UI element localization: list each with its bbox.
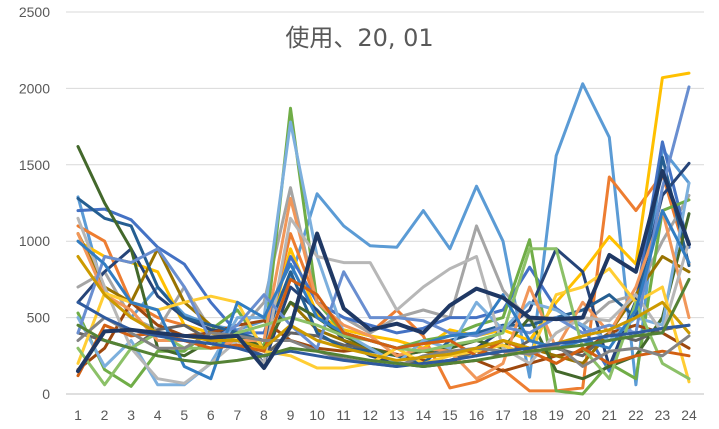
- y-tick-label: 2500: [19, 4, 50, 20]
- x-tick-label: 24: [681, 407, 697, 423]
- x-tick-label: 9: [287, 407, 295, 423]
- series-line-s01: [76, 82, 691, 387]
- x-tick-label: 12: [362, 407, 378, 423]
- x-tick-label: 23: [655, 407, 671, 423]
- x-axis-tick-labels: 1 2 3 4 5 6 7 8 9 10 11 12 13 14 15 16 17 18 19 20 21 22 23 24: [74, 407, 697, 423]
- x-tick-label: 2: [101, 407, 109, 423]
- x-tick-label: 16: [469, 407, 485, 423]
- y-axis-tick-labels: 0 500 1000 1500 2000 2500: [19, 4, 50, 402]
- x-tick-label: 13: [389, 407, 405, 423]
- series-line-s15: [76, 216, 691, 385]
- x-tick-label: 14: [416, 407, 432, 423]
- x-tick-label: 8: [260, 407, 268, 423]
- x-tick-label: 19: [548, 407, 564, 423]
- x-tick-label: 3: [127, 407, 135, 423]
- x-tick-label: 6: [207, 407, 215, 423]
- chart-title: 使用、20, 01: [285, 24, 434, 52]
- series-line-s23: [76, 300, 691, 368]
- x-tick-label: 1: [74, 407, 82, 423]
- series-line-s17: [76, 85, 691, 350]
- x-tick-label: 21: [602, 407, 618, 423]
- x-tick-label: 11: [336, 407, 351, 423]
- y-tick-label: 0: [42, 386, 50, 402]
- y-tick-label: 2000: [19, 80, 50, 96]
- x-tick-label: 18: [522, 407, 538, 423]
- y-tick-label: 1000: [19, 233, 50, 249]
- y-tick-label: 500: [27, 310, 51, 326]
- series-line-s25: [76, 168, 691, 374]
- y-tick-label: 1500: [19, 157, 50, 173]
- x-tick-label: 7: [233, 407, 241, 423]
- series-line-s04: [76, 71, 691, 353]
- x-tick-label: 4: [154, 407, 162, 423]
- series-line-s24: [76, 277, 691, 368]
- series-line-s16: [76, 267, 691, 384]
- x-tick-label: 22: [628, 407, 644, 423]
- x-tick-label: 15: [442, 407, 458, 423]
- x-tick-label: 5: [180, 407, 188, 423]
- x-tick-label: 20: [575, 407, 591, 423]
- data-series-lines: [76, 71, 691, 396]
- x-tick-label: 10: [309, 407, 325, 423]
- x-tick-label: 17: [495, 407, 511, 423]
